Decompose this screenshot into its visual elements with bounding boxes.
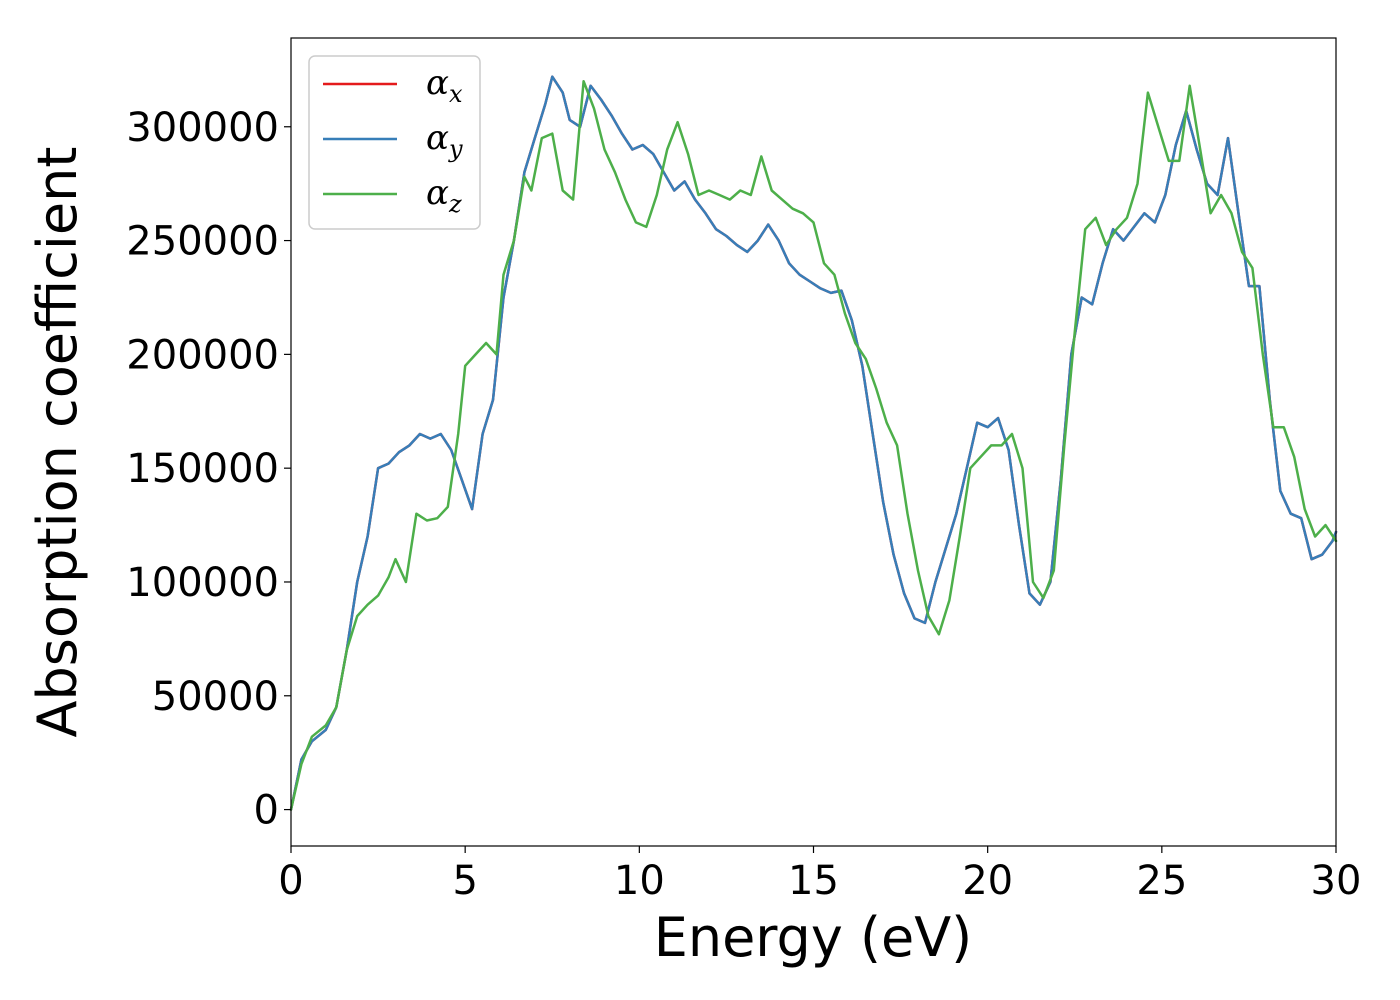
y-tick-label: 50000 (152, 674, 279, 720)
y-tick-label: 150000 (126, 446, 279, 492)
y-axis-title: Absorption coefficient (26, 147, 89, 738)
x-tick-label: 30 (1311, 858, 1362, 904)
x-tick-label: 25 (1136, 858, 1187, 904)
y-tick-label: 250000 (126, 219, 279, 265)
x-tick-label: 15 (788, 858, 839, 904)
y-tick-label: 300000 (126, 105, 279, 151)
x-tick-label: 10 (614, 858, 665, 904)
series-line-z (289, 79, 1338, 811)
plot-lines (289, 75, 1338, 811)
y-tick-label: 200000 (126, 332, 279, 378)
x-axis-title: Energy (eV) (654, 906, 973, 969)
y-tick-label: 100000 (126, 560, 279, 606)
y-tick-label: 0 (254, 788, 279, 834)
x-tick-label: 20 (962, 858, 1013, 904)
y-axis: 0 50000 100000 150000 200000 250000 300000 (126, 105, 291, 834)
x-tick-label: 5 (452, 858, 477, 904)
x-tick-label: 0 (278, 858, 303, 904)
legend-label-z: αz (426, 173, 462, 218)
legend-box (308, 55, 481, 230)
series-line-y (289, 75, 1338, 811)
x-axis: 0 5 10 15 20 25 30 (278, 846, 1361, 904)
